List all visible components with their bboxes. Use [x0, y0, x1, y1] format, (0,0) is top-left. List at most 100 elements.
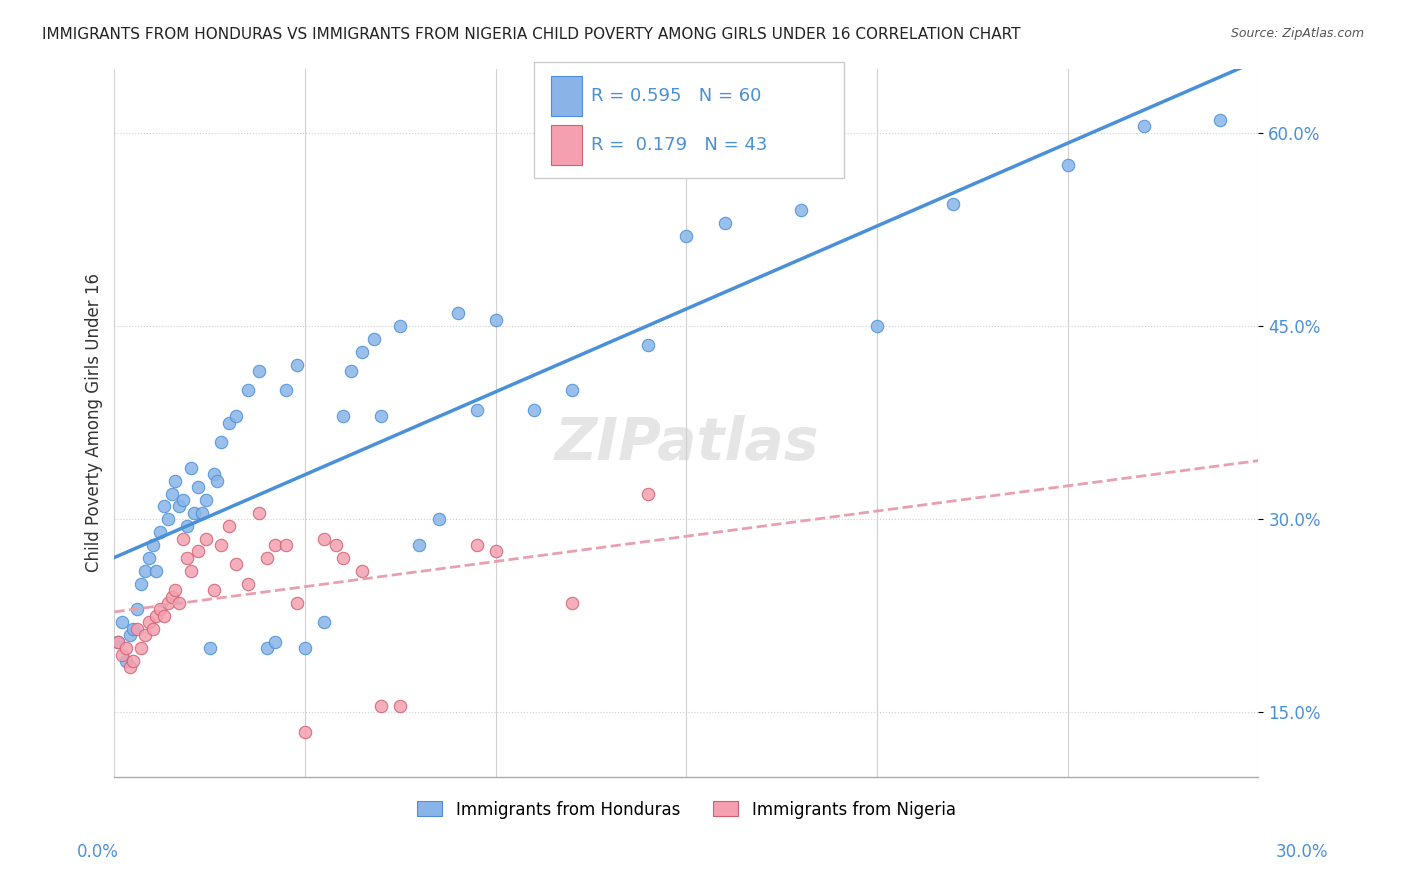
Text: 0.0%: 0.0%	[77, 843, 120, 861]
Point	[134, 628, 156, 642]
Text: R = 0.595   N = 60: R = 0.595 N = 60	[591, 87, 761, 105]
Point	[149, 525, 172, 540]
Point	[111, 648, 134, 662]
Point	[118, 628, 141, 642]
Point	[165, 583, 187, 598]
Point	[218, 518, 240, 533]
Legend: Immigrants from Honduras, Immigrants from Nigeria: Immigrants from Honduras, Immigrants fro…	[411, 794, 962, 825]
Point	[225, 558, 247, 572]
Point	[637, 486, 659, 500]
Point	[122, 654, 145, 668]
Point	[129, 641, 152, 656]
Point	[138, 615, 160, 630]
Point	[637, 338, 659, 352]
Point	[194, 532, 217, 546]
Point	[138, 550, 160, 565]
Point	[287, 596, 309, 610]
Point	[465, 402, 488, 417]
Point	[180, 460, 202, 475]
Point	[287, 358, 309, 372]
Text: ZIPatlas: ZIPatlas	[554, 416, 818, 473]
Point	[274, 384, 297, 398]
Point	[202, 467, 225, 482]
Point	[167, 500, 190, 514]
Point	[107, 634, 129, 648]
Point	[156, 596, 179, 610]
Point	[172, 532, 194, 546]
Point	[389, 699, 412, 714]
Point	[247, 506, 270, 520]
Point	[1133, 120, 1156, 134]
Point	[115, 641, 138, 656]
Point	[160, 486, 183, 500]
Point	[427, 512, 450, 526]
Point	[141, 538, 163, 552]
Point	[122, 622, 145, 636]
Point	[314, 532, 336, 546]
Point	[446, 306, 468, 320]
Point	[198, 641, 221, 656]
Text: Source: ZipAtlas.com: Source: ZipAtlas.com	[1230, 27, 1364, 40]
Point	[191, 506, 214, 520]
Point	[145, 608, 167, 623]
Point	[370, 409, 392, 424]
Point	[561, 384, 583, 398]
Point	[176, 518, 198, 533]
Point	[115, 654, 138, 668]
Point	[209, 538, 232, 552]
Point	[129, 576, 152, 591]
Point	[294, 641, 316, 656]
Point	[247, 364, 270, 378]
Point	[352, 564, 374, 578]
Point	[866, 319, 889, 334]
Point	[314, 615, 336, 630]
Point	[294, 724, 316, 739]
Y-axis label: Child Poverty Among Girls Under 16: Child Poverty Among Girls Under 16	[86, 273, 103, 572]
Point	[263, 634, 285, 648]
Point	[790, 203, 813, 218]
Point	[202, 583, 225, 598]
Point	[153, 500, 176, 514]
Point	[183, 506, 205, 520]
Point	[134, 564, 156, 578]
Point	[485, 544, 508, 558]
Point	[141, 622, 163, 636]
Point	[1209, 113, 1232, 128]
Point	[325, 538, 347, 552]
Point	[187, 480, 209, 494]
Point	[145, 564, 167, 578]
Text: R =  0.179   N = 43: R = 0.179 N = 43	[591, 136, 766, 154]
Point	[153, 608, 176, 623]
Point	[187, 544, 209, 558]
Point	[111, 615, 134, 630]
Point	[194, 493, 217, 508]
Point	[218, 416, 240, 430]
Point	[274, 538, 297, 552]
Point	[332, 550, 354, 565]
Point	[180, 564, 202, 578]
Point	[172, 493, 194, 508]
Point	[465, 538, 488, 552]
Point	[207, 474, 229, 488]
Point	[713, 216, 735, 230]
Point	[209, 435, 232, 450]
Point	[127, 602, 149, 616]
Point	[561, 596, 583, 610]
Point	[165, 474, 187, 488]
Point	[675, 229, 697, 244]
Point	[256, 550, 278, 565]
Point	[332, 409, 354, 424]
Point	[352, 344, 374, 359]
Point	[107, 634, 129, 648]
Point	[149, 602, 172, 616]
Point	[363, 332, 385, 346]
Point	[127, 622, 149, 636]
Point	[225, 409, 247, 424]
Point	[160, 590, 183, 604]
Text: IMMIGRANTS FROM HONDURAS VS IMMIGRANTS FROM NIGERIA CHILD POVERTY AMONG GIRLS UN: IMMIGRANTS FROM HONDURAS VS IMMIGRANTS F…	[42, 27, 1021, 42]
Point	[1056, 158, 1078, 172]
Point	[485, 312, 508, 326]
Point	[263, 538, 285, 552]
Point	[176, 550, 198, 565]
Point	[236, 576, 259, 591]
